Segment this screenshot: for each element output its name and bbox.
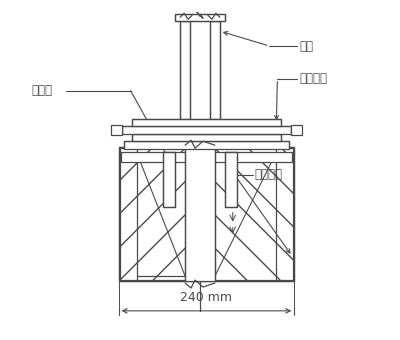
Bar [200,148,293,280]
Bar [180,21,190,119]
Bar [122,126,291,134]
Text: 立柱底板: 立柱底板 [299,72,327,85]
Text: 240 mm: 240 mm [180,291,232,304]
Bar [111,125,122,135]
Text: 立柱: 立柱 [299,39,313,52]
Bar [121,152,292,162]
Bar [120,148,200,280]
Text: 预埋件: 预埋件 [31,84,52,97]
Bar [132,119,281,126]
Bar [124,141,289,149]
Text: 温室基础: 温室基础 [254,168,282,182]
Bar [132,134,281,141]
Bar [175,14,225,21]
Bar [291,125,302,135]
Bar [163,152,175,207]
Bar [225,152,237,207]
Bar [210,21,220,119]
Bar [185,147,215,281]
Bar [119,147,294,281]
